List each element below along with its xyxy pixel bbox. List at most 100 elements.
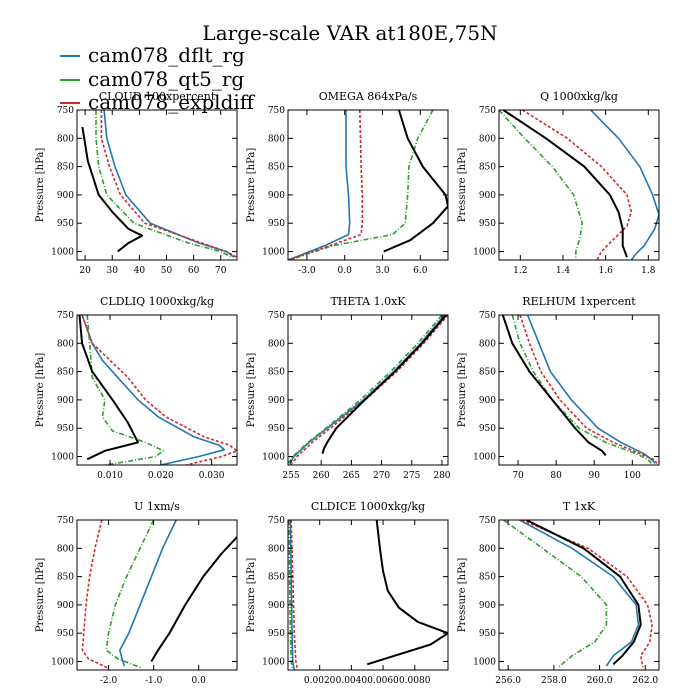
panel-8: CLDICE 1000xkg/kg Pressure [hPa] 750 800 850… [246,500,449,686]
panel-title: RELHUM 1xpercent [522,295,636,308]
legend: cam078_dflt_rg cam078_qt5_rg cam078_expl… [60,43,256,114]
x-tick-label: 260 [313,471,330,481]
series-line-1 [526,315,656,464]
plot-frame [76,109,238,261]
series-group [501,315,658,464]
y-tick-label: 1000 [473,453,496,463]
panel-title: Q 1000xkg/kg [540,90,618,103]
x-tick-label: 0.0080 [399,676,431,686]
x-tick-label: 280 [433,471,450,481]
y-tick-label: 1000 [262,453,285,463]
series-line-3 [81,520,109,670]
panel-title: THETA 1.0xK [330,295,406,308]
series-line-3 [81,315,237,465]
series-line-3 [100,110,237,258]
x-tick-label: -2.0 [100,676,118,686]
y-tick-label: 750 [479,106,496,116]
y-tick-label: 750 [268,311,285,321]
y-tick-label: 800 [479,544,496,554]
x-tick-label: 260.0 [587,676,613,686]
y-tick-label: 950 [268,424,285,434]
x-tick-label: 270 [373,471,390,481]
y-tick-label: 1000 [51,658,74,668]
y-tick-label: 900 [268,191,285,201]
series-line-2 [289,110,434,260]
panel-title: T 1xK [563,500,596,513]
y-axis-label: Pressure [hPa] [35,353,46,428]
y-tick-label: 900 [479,191,496,201]
series-line-3 [290,520,299,670]
y-tick-label: 950 [268,219,285,229]
y-tick-label: 800 [479,339,496,349]
x-tick-label: 265 [343,471,360,481]
series-line-2 [95,110,232,258]
y-tick-label: 750 [57,311,74,321]
series-group [81,110,237,258]
y-tick-label: 850 [57,573,74,583]
legend-label-2: cam078_qt5_rg [88,67,244,91]
x-tick-label: 0.0 [192,676,207,686]
panel-2: OMEGA 864xPa/s Pressure [hPa] 750 800 850 900… [246,90,449,276]
x-tick-label: 1.8 [641,266,656,276]
series-line-4 [150,536,237,663]
y-axis-label: Pressure [hPa] [246,558,257,633]
y-tick-label: 1000 [262,658,285,668]
y-tick-label: 850 [57,368,74,378]
legend-item-3: cam078_expldiff [60,90,256,114]
y-tick-label: 750 [57,516,74,526]
series-line-3 [522,110,633,260]
x-tick-label: 1.4 [556,266,571,276]
x-tick-label: 0.0060 [367,676,399,686]
y-tick-label: 800 [57,339,74,349]
x-tick-label: 0.0 [338,266,353,276]
x-tick-label: 30 [107,266,119,276]
legend-label-1: cam078_dflt_rg [88,43,245,67]
series-line-4 [78,315,139,461]
series-line-3 [289,110,364,260]
series-line-2 [511,315,652,464]
x-tick-label: 0.010 [97,471,123,481]
panel-title: CLOUD 100xpercent [99,90,216,103]
y-tick-label: 900 [57,396,74,406]
y-tick-label: 1000 [262,248,285,258]
x-tick-label: 40 [134,266,146,276]
y-tick-label: 850 [479,368,496,378]
y-tick-label: 900 [268,601,285,611]
plot-frame [498,519,660,671]
y-axis-label: Pressure [hPa] [457,353,468,428]
panel-5: THETA 1.0xK Pressure [hPa] 750 800 850 900 950… [246,295,451,481]
x-tick-label: -3.0 [298,266,316,276]
x-tick-label: 255 [282,471,299,481]
y-tick-label: 800 [268,134,285,144]
y-tick-label: 950 [479,629,496,639]
plot-frame [76,314,238,466]
y-tick-label: 750 [268,516,285,526]
panel-title: CLDLIQ 1000xkg/kg [100,295,214,308]
series-group [288,110,448,260]
x-tick-label: 100 [624,471,641,481]
y-tick-label: 900 [479,601,496,611]
series-line-2 [499,110,584,260]
y-axis-label: Pressure [hPa] [457,148,468,223]
series-line-3 [521,520,653,668]
x-tick-label: 70 [512,471,524,481]
plot-frame [287,314,449,466]
series-group [81,520,237,670]
series-line-2 [503,520,608,668]
y-tick-label: 850 [479,163,496,173]
panel-7: U 1xm/s Pressure [hPa] 750 800 850 900 950 1000… [35,500,238,686]
series-line-1 [81,315,226,465]
series-line-4 [501,315,607,457]
y-axis-label: Pressure [hPa] [35,558,46,633]
series-line-1 [519,520,640,667]
legend-item-2: cam078_qt5_rg [60,67,244,91]
y-tick-label: 900 [479,396,496,406]
panels-grid: CLOUD 100xpercent Pressure [hPa] 750 800 850… [35,90,660,686]
series-line-4 [321,315,447,455]
y-axis-label: Pressure [hPa] [246,148,257,223]
series-line-4 [502,110,628,258]
panel-title: U 1xm/s [134,500,180,513]
y-tick-label: 800 [479,134,496,144]
series-line-2 [288,315,443,464]
x-tick-label: 90 [589,471,601,481]
